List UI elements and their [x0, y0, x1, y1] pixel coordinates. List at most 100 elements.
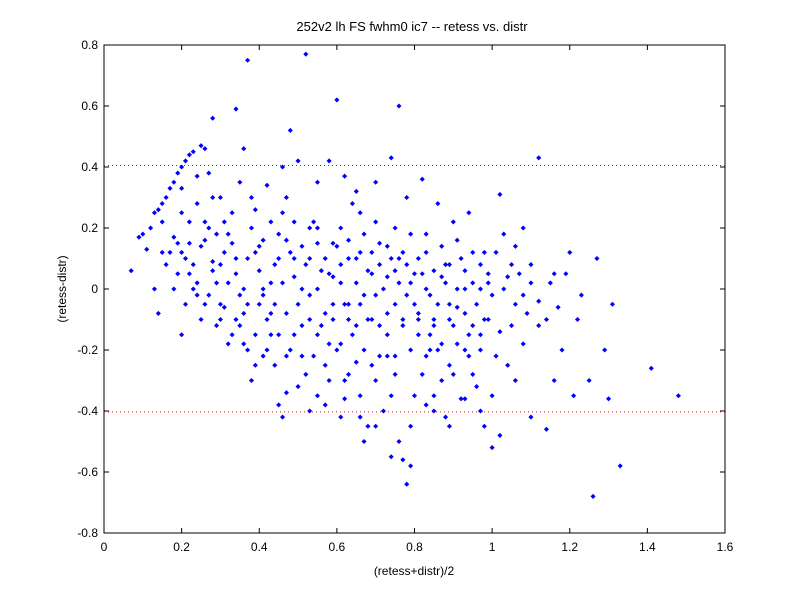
- data-point: [279, 280, 286, 286]
- data-point: [415, 310, 421, 316]
- data-point: [345, 316, 352, 323]
- data-point: [179, 332, 185, 338]
- data-point: [520, 341, 526, 347]
- data-point: [411, 271, 418, 277]
- data-point: [384, 310, 390, 316]
- data-point: [574, 316, 581, 323]
- data-point: [481, 316, 487, 323]
- data-point: [202, 301, 208, 307]
- data-point: [392, 353, 398, 359]
- data-point: [497, 329, 503, 335]
- y-tick-label: 0.2: [81, 221, 98, 235]
- data-point: [252, 207, 258, 213]
- data-point: [272, 362, 278, 368]
- data-point: [365, 316, 371, 323]
- data-point: [466, 210, 472, 216]
- data-point: [217, 316, 223, 323]
- data-point: [283, 353, 289, 359]
- data-point: [446, 301, 452, 307]
- data-point: [380, 286, 386, 292]
- x-axis-label: (retess+distr)/2: [374, 564, 455, 578]
- y-tick-label: -0.8: [77, 526, 98, 540]
- data-point: [241, 146, 247, 152]
- data-point: [179, 185, 185, 191]
- data-point: [423, 353, 429, 359]
- data-point: [377, 353, 383, 359]
- data-point: [462, 396, 468, 402]
- x-tick-label: 0: [101, 540, 108, 554]
- data-point: [291, 332, 297, 338]
- data-point: [237, 179, 243, 185]
- data-point: [380, 408, 386, 414]
- data-point: [303, 371, 309, 377]
- data-point: [423, 402, 429, 408]
- data-point: [357, 249, 363, 255]
- data-point: [237, 323, 243, 329]
- data-point: [365, 423, 371, 429]
- data-point: [338, 414, 344, 420]
- x-tick-label: 0.6: [329, 540, 346, 554]
- y-tick-label: -0.2: [77, 343, 98, 357]
- data-point: [229, 332, 235, 338]
- data-point: [505, 362, 511, 368]
- data-point: [229, 240, 235, 246]
- data-point: [214, 231, 220, 237]
- data-point: [353, 359, 359, 365]
- data-point: [485, 316, 491, 323]
- data-point: [159, 219, 165, 225]
- data-point: [516, 271, 522, 277]
- data-point: [322, 255, 328, 262]
- data-point: [225, 280, 231, 286]
- data-point: [559, 347, 565, 353]
- data-point: [427, 347, 433, 353]
- data-point: [322, 362, 328, 368]
- data-point: [140, 231, 146, 237]
- data-point: [221, 304, 227, 310]
- data-point: [388, 393, 394, 399]
- data-point: [256, 301, 262, 307]
- data-point: [462, 347, 468, 353]
- data-point: [345, 237, 352, 243]
- data-point: [388, 155, 394, 161]
- y-tick-label: 0.4: [81, 160, 98, 174]
- data-point: [155, 310, 161, 316]
- data-point: [400, 457, 406, 463]
- data-point: [427, 332, 433, 338]
- data-point: [477, 262, 484, 268]
- x-tick-label: 1: [489, 540, 496, 554]
- data-point: [330, 274, 336, 280]
- y-tick-label: 0: [91, 282, 98, 296]
- data-point: [470, 280, 476, 286]
- data-point: [353, 323, 359, 329]
- data-point: [229, 210, 235, 216]
- data-point: [489, 393, 495, 399]
- data-point: [221, 219, 227, 225]
- data-point: [264, 316, 270, 323]
- data-point: [648, 365, 654, 371]
- data-point: [210, 259, 216, 265]
- data-point: [210, 268, 216, 274]
- data-point: [175, 170, 181, 176]
- data-point: [179, 164, 185, 170]
- data-point: [342, 377, 348, 384]
- data-point: [357, 393, 363, 399]
- data-point: [342, 301, 348, 307]
- data-point: [411, 393, 418, 399]
- data-point: [408, 280, 414, 286]
- data-point: [322, 402, 328, 408]
- data-point: [493, 353, 499, 359]
- plot-area: [103, 44, 726, 534]
- data-point: [369, 271, 375, 277]
- data-point: [233, 316, 239, 323]
- data-point: [446, 362, 452, 368]
- data-point: [248, 377, 255, 384]
- data-point: [361, 347, 367, 353]
- data-point: [283, 310, 289, 316]
- data-point: [470, 323, 476, 329]
- data-point: [477, 347, 484, 353]
- data-point: [155, 207, 161, 213]
- data-point: [314, 225, 321, 231]
- data-point: [248, 225, 255, 231]
- data-point: [349, 201, 355, 207]
